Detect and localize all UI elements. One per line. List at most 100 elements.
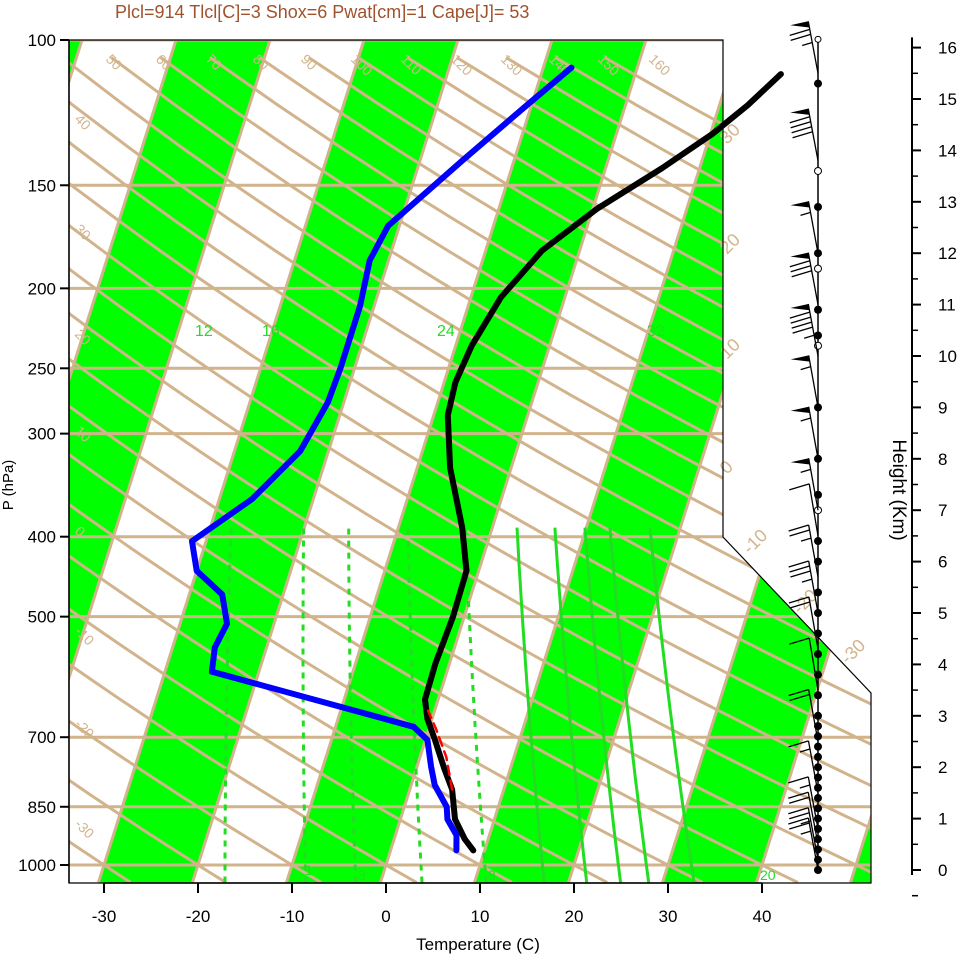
- x-tick-label: 10: [471, 907, 490, 926]
- chart-title: Plcl=914 Tlcl[C]=3 Shox=6 Pwat[cm]=1 Cap…: [115, 2, 529, 22]
- wind-barb-full: [789, 311, 811, 319]
- wind-dot: [814, 732, 822, 741]
- wind-barb-shaft: [808, 355, 819, 408]
- wind-barb-shaft: [807, 201, 819, 254]
- series-dewpoint: [189, 64, 575, 854]
- height-tick-label: 11: [938, 296, 956, 315]
- mixing-ratio-label: 12: [195, 323, 213, 340]
- isotherm-left-label: -30: [72, 816, 98, 842]
- mixing-ratio-line: [301, 527, 308, 883]
- wind-barb-full: [790, 265, 811, 273]
- wind-barb-flag: [790, 406, 810, 414]
- wind-barb-full: [789, 693, 810, 702]
- x-tick-label: 20: [565, 907, 584, 926]
- wind-barb: [789, 252, 819, 305]
- y-tick-label: 300: [28, 425, 56, 444]
- wind-barb-half: [800, 366, 811, 371]
- series-temperature: [422, 71, 784, 854]
- wind-barb-full: [790, 316, 811, 324]
- wind-barb-shaft: [808, 637, 819, 691]
- wind-barb-full: [789, 260, 811, 268]
- dry-adiabat: [69, 56, 871, 883]
- x-tick-label: -10: [280, 907, 305, 926]
- y-axis-title: P (hPa): [0, 460, 17, 511]
- wind-barb-shaft: [808, 560, 819, 614]
- wind-barbs: [788, 21, 822, 874]
- isotherm-line: [755, 40, 871, 883]
- mixing-ratio-bottom-label: 3: [358, 867, 366, 883]
- wind-barb-flag: [790, 201, 810, 208]
- dry-adiabat: [69, 56, 418, 883]
- wind-barb-full: [788, 740, 809, 748]
- wind-barb-full: [788, 596, 810, 604]
- sounding-series: [189, 64, 784, 854]
- wind-dot: [814, 650, 822, 659]
- wind-barb-full: [789, 601, 810, 609]
- wind-barb-flag: [790, 355, 810, 362]
- isotherm-left-label: 30: [72, 221, 94, 243]
- y-tick-label: 100: [28, 31, 56, 50]
- wind-barb-full: [792, 326, 813, 334]
- wind-barb-shaft: [808, 689, 819, 742]
- wind-barb: [788, 776, 819, 829]
- wind-barb: [789, 21, 819, 74]
- wind-barb-full: [791, 321, 812, 329]
- wind-barb-shaft: [807, 252, 819, 305]
- wind-barb-full: [789, 565, 810, 573]
- isotherm-line: [191, 40, 466, 883]
- wind-barb-flag: [790, 252, 810, 259]
- height-tick-label: 4: [938, 655, 947, 674]
- wind-barb-half: [800, 830, 811, 835]
- y-tick-label: 250: [28, 359, 56, 378]
- wind-barb-shaft: [808, 483, 819, 537]
- dry-adiabat-label: 160: [646, 51, 674, 79]
- mixing-ratio-label: 16: [262, 323, 280, 340]
- isotherm-band: [69, 40, 276, 883]
- wind-barb-half: [803, 334, 815, 339]
- wind-barb-full: [789, 28, 810, 37]
- dry-adiabat: [69, 56, 608, 883]
- height-tick-label: 15: [938, 90, 957, 109]
- x-tick-label: 40: [753, 907, 772, 926]
- wind-barb-half: [801, 578, 813, 583]
- wind-dot: [814, 331, 822, 340]
- wind-barb-half: [799, 748, 811, 753]
- dry-adiabat: [69, 56, 871, 883]
- wind-barb: [790, 406, 819, 459]
- series-parcel: [426, 709, 454, 791]
- isotherm-right-label: -10: [739, 525, 772, 558]
- wind-barb-full: [790, 570, 811, 578]
- wind-dot-open: [814, 166, 822, 175]
- wind-barb-flag: [790, 304, 810, 311]
- wind-barb-full: [789, 812, 810, 820]
- wind-barb-half: [799, 784, 811, 789]
- y-tick-label: 850: [28, 798, 56, 817]
- height-tick-label: 13: [938, 193, 957, 212]
- y-tick-label: 200: [28, 279, 56, 298]
- mixing-ratio-label: 24: [437, 323, 455, 340]
- height-tick-label: 16: [938, 39, 957, 58]
- dry-adiabat: [69, 56, 513, 883]
- wind-dot-open: [814, 35, 822, 43]
- wind-dot: [814, 202, 822, 211]
- wind-barb-half: [800, 820, 811, 825]
- wind-dot: [814, 804, 822, 813]
- wind-barb-shaft: [807, 807, 819, 860]
- y-tick-label: 400: [28, 528, 56, 547]
- height-tick-label: 3: [938, 707, 947, 726]
- wind-dot-open: [814, 264, 822, 273]
- height-tick-label: 12: [938, 244, 957, 263]
- wind-barb-shaft: [807, 792, 819, 845]
- wind-barb-shaft: [807, 108, 819, 161]
- mixing-ratio-bottom-label: 8: [488, 867, 496, 883]
- height-tick-label: 7: [938, 501, 947, 520]
- height-tick-label: 10: [938, 347, 957, 366]
- wind-barb-full: [790, 121, 811, 129]
- wind-barb-shaft: [808, 524, 819, 578]
- wind-dot: [814, 742, 822, 751]
- wind-barb: [788, 560, 819, 614]
- height-tick-label: 2: [938, 758, 947, 777]
- wind-barb-half: [800, 417, 811, 422]
